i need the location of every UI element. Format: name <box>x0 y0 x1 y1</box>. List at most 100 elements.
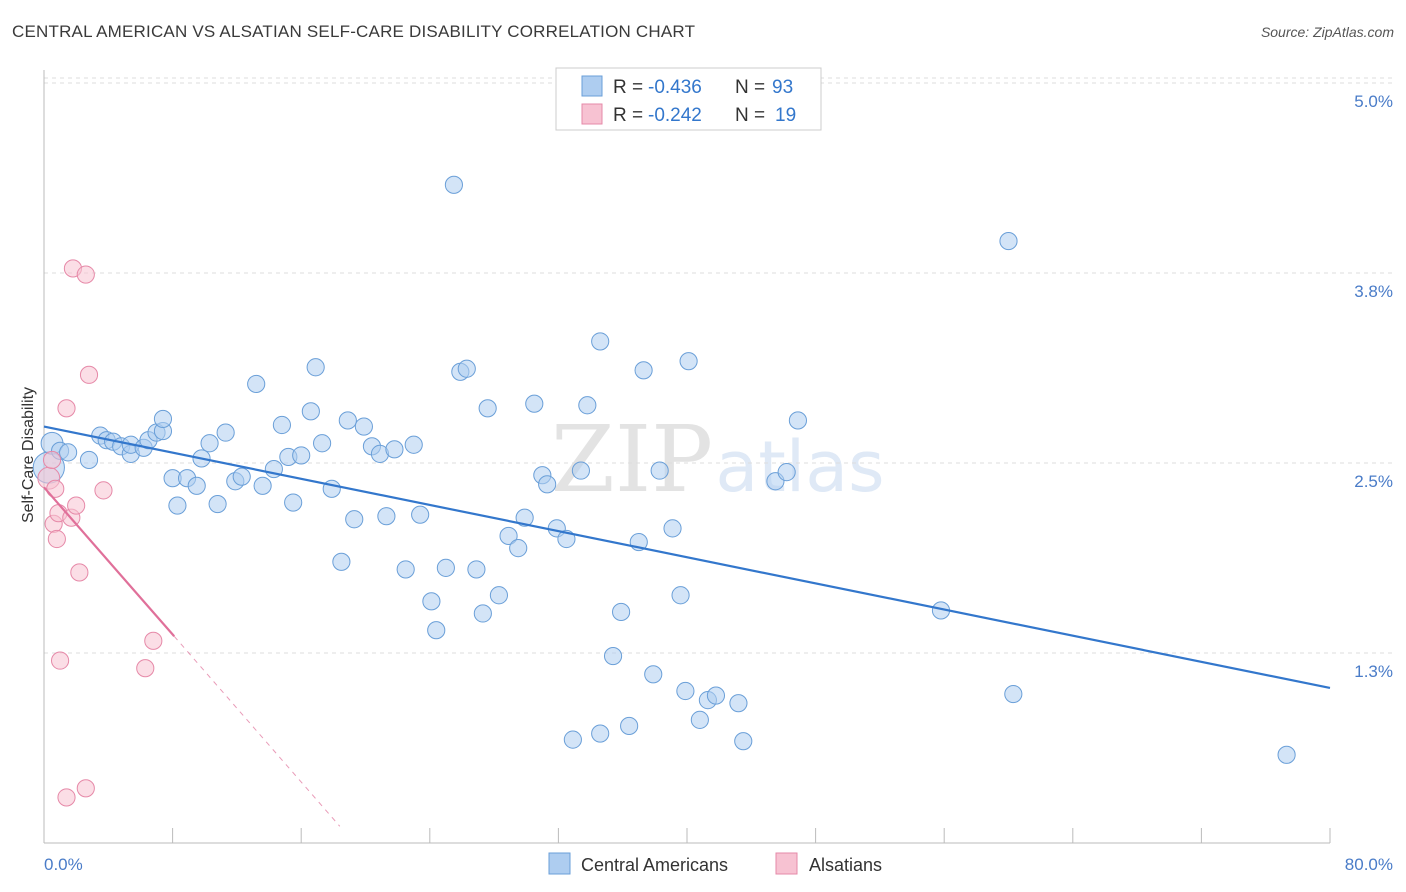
x-axis-ticks <box>172 828 1331 843</box>
watermark-atlas: atlas <box>715 426 884 508</box>
central-americans-point <box>292 446 311 465</box>
central-americans-point <box>706 686 726 705</box>
central-americans-point <box>345 510 364 529</box>
central-americans-point <box>187 476 206 495</box>
central-americans-point <box>332 552 351 571</box>
central-americans-point <box>306 358 325 377</box>
central-americans-point <box>385 440 404 459</box>
central-americans-point <box>489 586 509 605</box>
legend-n-value: 19 <box>775 105 796 126</box>
bottom-legend-swatch-pink <box>775 852 798 875</box>
central-americans-point <box>168 496 187 515</box>
alsatians-point <box>94 481 113 500</box>
central-americans-point <box>603 646 623 666</box>
central-americans-point <box>676 681 695 701</box>
central-americans-point <box>253 476 272 495</box>
trend-lines <box>43 425 1331 827</box>
watermark-zip: ZIP <box>551 406 713 513</box>
central-americans-point <box>272 415 291 435</box>
central-americans-point <box>679 352 698 371</box>
y-tick-label: 5.0% <box>1354 92 1393 111</box>
central-americans-point <box>59 443 78 462</box>
central-americans-point <box>79 450 99 470</box>
central-americans-point <box>208 494 227 514</box>
source-attribution: Source: ZipAtlas.com <box>1260 24 1394 40</box>
central-americans-point <box>354 417 373 436</box>
central-americans-point <box>301 402 320 421</box>
central-americans-point <box>422 592 441 611</box>
central-americans-point <box>591 332 610 351</box>
alsatians-point <box>57 788 76 807</box>
central-americans-point <box>436 558 455 577</box>
alsatians-point <box>144 631 163 650</box>
alsatians-point <box>76 779 95 798</box>
y-tick-label: 3.8% <box>1354 282 1393 301</box>
central-americans-point <box>411 505 430 524</box>
series-legend: Central Americans Alsatians <box>548 852 882 875</box>
legend-n-value: 93 <box>772 77 793 98</box>
central-americans-point <box>1277 745 1296 764</box>
central-americans-point <box>644 665 663 684</box>
alsatians-point <box>136 659 155 678</box>
central-americans-point <box>571 461 590 480</box>
alsatians-point <box>76 265 95 284</box>
alsatians-trend-line-extension <box>173 635 341 827</box>
central-americans-point <box>338 411 357 430</box>
central-americans-point <box>499 526 518 546</box>
central-americans-point <box>777 463 796 482</box>
central-americans-point <box>634 361 653 380</box>
central-americans-point <box>284 493 303 512</box>
central-americans-point <box>690 710 709 729</box>
central-americans-point <box>620 716 639 736</box>
y-axis-label: Self-Care Disability <box>20 387 37 523</box>
correlation-legend: R = -0.436 N = 93 R = -0.242 N = 19 <box>555 67 822 131</box>
central-americans-point <box>729 694 748 713</box>
central-americans-point <box>515 508 534 527</box>
alsatians-points <box>37 259 163 807</box>
chart-title: CENTRAL AMERICAN VS ALSATIAN SELF-CARE D… <box>12 22 696 41</box>
central-americans-point <box>247 374 266 394</box>
central-americans-point <box>578 396 597 415</box>
bottom-legend-label-alsatians: Alsatians <box>809 855 882 875</box>
y-tick-label: 1.3% <box>1354 662 1393 681</box>
central-americans-point <box>788 411 807 430</box>
gridlines <box>44 77 1393 654</box>
alsatians-trend-line <box>43 486 176 638</box>
alsatians-point <box>50 651 70 670</box>
central-americans-point <box>232 467 251 486</box>
y-axis-tick-labels: 1.3% 2.5% 3.8% 5.0% <box>1354 92 1393 681</box>
central-americans-point <box>650 461 669 480</box>
legend-r-value: -0.436 <box>648 77 702 98</box>
legend-n-label: N = <box>735 105 765 126</box>
central-americans-points <box>32 175 1296 764</box>
alsatians-point <box>42 450 62 470</box>
central-americans-point <box>1004 684 1023 704</box>
x-tick-label-left: 0.0% <box>44 855 83 874</box>
central-americans-point <box>999 232 1018 251</box>
central-americans-point <box>563 730 582 749</box>
central-americans-point <box>591 724 610 743</box>
central-americans-point <box>216 423 235 442</box>
alsatians-point <box>79 365 99 384</box>
central-americans-point <box>444 175 463 194</box>
bottom-legend-swatch-blue <box>548 852 571 875</box>
central-americans-point <box>538 475 557 494</box>
y-tick-label: 2.5% <box>1354 472 1393 491</box>
alsatians-point <box>57 399 76 418</box>
central-americans-point <box>427 621 446 640</box>
central-americans-point <box>671 586 690 605</box>
central-americans-point <box>734 732 753 751</box>
legend-r-label: R = <box>613 105 643 126</box>
legend-r-label: R = <box>613 77 643 98</box>
central-americans-point <box>467 560 486 579</box>
legend-swatch-blue <box>581 75 603 97</box>
central-americans-point <box>377 507 396 526</box>
central-americans-point <box>473 604 492 623</box>
bottom-legend-label-central-americans: Central Americans <box>581 855 728 875</box>
central-americans-point <box>525 394 544 413</box>
central-americans-point <box>457 359 476 378</box>
central-americans-point <box>663 519 682 538</box>
alsatians-point <box>67 496 86 515</box>
central-americans-point <box>200 434 219 453</box>
